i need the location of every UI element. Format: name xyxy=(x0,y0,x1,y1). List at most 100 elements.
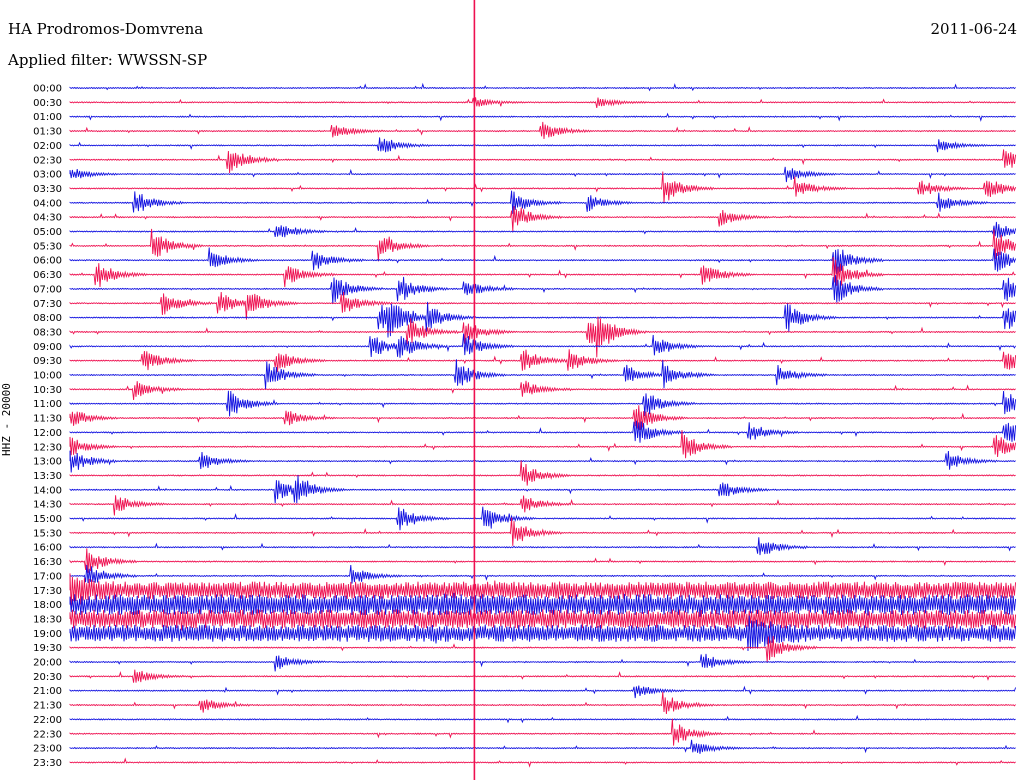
row-time-label: 11:30 xyxy=(33,414,62,425)
seismic-trace-row xyxy=(69,221,1017,238)
seismic-trace-row xyxy=(69,349,1017,372)
seismic-trace-row xyxy=(69,615,1017,652)
row-time-label: 09:30 xyxy=(33,356,62,367)
row-time-label: 21:30 xyxy=(33,701,62,712)
seismic-trace-row xyxy=(69,228,1017,262)
seismic-trace-row xyxy=(69,475,1016,504)
row-time-label: 06:00 xyxy=(33,256,62,267)
seismic-trace-row xyxy=(69,257,1016,288)
row-time-label: 20:00 xyxy=(33,658,62,669)
row-time-label: 01:30 xyxy=(33,127,62,138)
seismic-trace-row xyxy=(69,275,1017,305)
row-time-label: 14:00 xyxy=(33,485,62,496)
seismic-trace-row xyxy=(69,121,1016,140)
seismic-trace-row xyxy=(69,548,1016,573)
seismic-trace-row xyxy=(69,359,1016,390)
row-time-label: 23:00 xyxy=(33,744,62,755)
row-time-label: 11:00 xyxy=(33,399,62,410)
row-time-label: 16:00 xyxy=(33,543,62,554)
seismic-trace-row xyxy=(69,669,1016,683)
seismic-trace-row xyxy=(69,450,1016,473)
row-time-label: 13:30 xyxy=(33,471,62,482)
row-time-label: 08:30 xyxy=(33,327,62,338)
seismic-trace-row xyxy=(69,420,1017,443)
row-time-label: 05:00 xyxy=(33,227,62,238)
station-title: HA Prodromos-Domvrena xyxy=(8,20,204,38)
row-time-label: 03:00 xyxy=(33,170,62,181)
seismic-trace-row xyxy=(69,691,1016,715)
seismic-trace-row xyxy=(69,537,1016,556)
row-time-label: 04:30 xyxy=(33,213,62,224)
row-time-label: 21:00 xyxy=(33,686,62,697)
row-time-label: 15:00 xyxy=(33,514,62,525)
seismic-trace-row xyxy=(69,506,1016,531)
row-time-label: 17:30 xyxy=(33,586,62,597)
seismic-trace-row xyxy=(69,112,1016,122)
seismic-trace-row xyxy=(69,430,1017,459)
row-time-label: 14:30 xyxy=(33,500,62,511)
row-time-label: 05:30 xyxy=(33,241,62,252)
row-time-label: 09:00 xyxy=(33,342,62,353)
row-time-label: 16:30 xyxy=(33,557,62,568)
seismic-trace-row xyxy=(69,82,1016,92)
seismic-trace-row xyxy=(69,460,1016,486)
seismic-trace-row xyxy=(69,635,1016,663)
seismic-trace-row xyxy=(69,206,1016,232)
row-time-label: 03:30 xyxy=(33,184,62,195)
seismic-trace-row xyxy=(69,592,1017,617)
row-time-label: 02:00 xyxy=(33,141,62,152)
seismic-trace-row xyxy=(69,390,1017,417)
filter-label: Applied filter: WWSSN-SP xyxy=(8,51,208,69)
row-time-label: 00:30 xyxy=(33,98,62,109)
seismic-trace-row xyxy=(69,653,1016,672)
row-time-label: 06:30 xyxy=(33,270,62,281)
row-time-label: 18:30 xyxy=(33,614,62,625)
row-time-label: 18:00 xyxy=(33,600,62,611)
row-time-label: 23:30 xyxy=(33,758,62,769)
seismic-trace-row xyxy=(69,380,1016,401)
seismic-trace-row xyxy=(69,495,1016,516)
seismic-trace-row xyxy=(69,333,1016,358)
row-time-label: 08:00 xyxy=(33,313,62,324)
row-time-label: 12:30 xyxy=(33,442,62,453)
row-time-label: 15:30 xyxy=(33,528,62,539)
row-time-label: 13:00 xyxy=(33,457,62,468)
seismic-trace-row xyxy=(69,97,1016,109)
row-time-label: 07:30 xyxy=(33,299,62,310)
seismic-trace-row xyxy=(69,171,1017,204)
seismic-trace-row xyxy=(69,517,1016,546)
seismic-trace-row xyxy=(69,291,1016,320)
seismic-trace-row xyxy=(69,564,1016,584)
seismic-trace-row xyxy=(69,247,1017,277)
seismic-trace-row xyxy=(69,316,1016,358)
row-time-label: 12:00 xyxy=(33,428,62,439)
row-time-label: 10:00 xyxy=(33,371,62,382)
seismic-trace-row xyxy=(69,573,1017,609)
row-time-label: 22:30 xyxy=(33,729,62,740)
row-time-label: 04:00 xyxy=(33,198,62,209)
seismic-trace-row xyxy=(69,609,1017,631)
seismic-trace-row xyxy=(69,405,1016,431)
seismic-trace-row xyxy=(69,301,1017,338)
seismic-trace-row xyxy=(69,137,1016,153)
seismic-trace-row xyxy=(69,739,1016,754)
row-time-label: 07:00 xyxy=(33,284,62,295)
row-time-label: 19:00 xyxy=(33,629,62,640)
row-time-label: 01:00 xyxy=(33,112,62,123)
seismic-trace-row xyxy=(69,757,1016,768)
seismic-trace-row xyxy=(69,685,1017,699)
row-time-label: 10:30 xyxy=(33,385,62,396)
row-time-label: 22:00 xyxy=(33,715,62,726)
row-time-label: 02:30 xyxy=(33,155,62,166)
row-time-label: 20:30 xyxy=(33,672,62,683)
seismic-trace-row xyxy=(69,190,1016,214)
seismic-trace-row xyxy=(69,714,1016,724)
seismic-trace-row xyxy=(69,166,1016,183)
row-time-label: 17:00 xyxy=(33,571,62,582)
seismic-trace-row xyxy=(69,149,1017,174)
row-time-label: 00:00 xyxy=(33,84,62,95)
row-time-label: 19:30 xyxy=(33,643,62,654)
seismic-trace-row xyxy=(69,718,1016,746)
